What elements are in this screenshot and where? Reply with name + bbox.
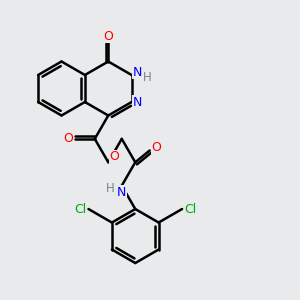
Text: O: O — [103, 30, 113, 43]
Text: H: H — [106, 182, 115, 195]
Text: Cl: Cl — [74, 202, 86, 215]
Text: O: O — [109, 150, 119, 164]
Text: O: O — [151, 141, 161, 154]
Text: Cl: Cl — [184, 202, 196, 215]
Text: N: N — [117, 186, 127, 199]
Text: H: H — [143, 71, 152, 84]
Text: O: O — [63, 132, 73, 146]
Text: N: N — [132, 95, 142, 109]
Text: N: N — [132, 65, 142, 79]
